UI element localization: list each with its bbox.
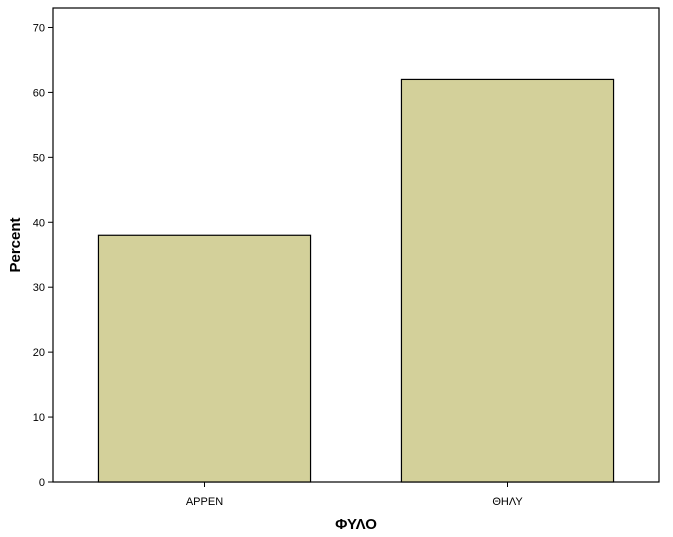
x-axis: ΑΡΡΕΝ ΘΗΛΥ	[186, 482, 523, 508]
y-tick-label: 40	[33, 217, 45, 229]
y-tick-label: 70	[33, 22, 45, 34]
x-tick-label: ΘΗΛΥ	[492, 496, 523, 508]
y-tick-label: 50	[33, 152, 45, 164]
y-tick-label: 10	[33, 412, 45, 424]
x-axis-title: ΦΥΛΟ	[335, 516, 377, 533]
y-tick-label: 0	[39, 477, 45, 489]
y-tick-label: 60	[33, 87, 45, 99]
y-axis-title: Percent	[7, 217, 24, 272]
bar	[400, 78, 615, 483]
y-tick-label: 30	[33, 282, 45, 294]
y-tick-label: 20	[33, 347, 45, 359]
y-axis: 0 10 20 30 40 50 60 70	[33, 22, 53, 489]
x-tick-label: ΑΡΡΕΝ	[186, 496, 223, 508]
bars	[97, 78, 615, 483]
bar	[97, 234, 312, 483]
